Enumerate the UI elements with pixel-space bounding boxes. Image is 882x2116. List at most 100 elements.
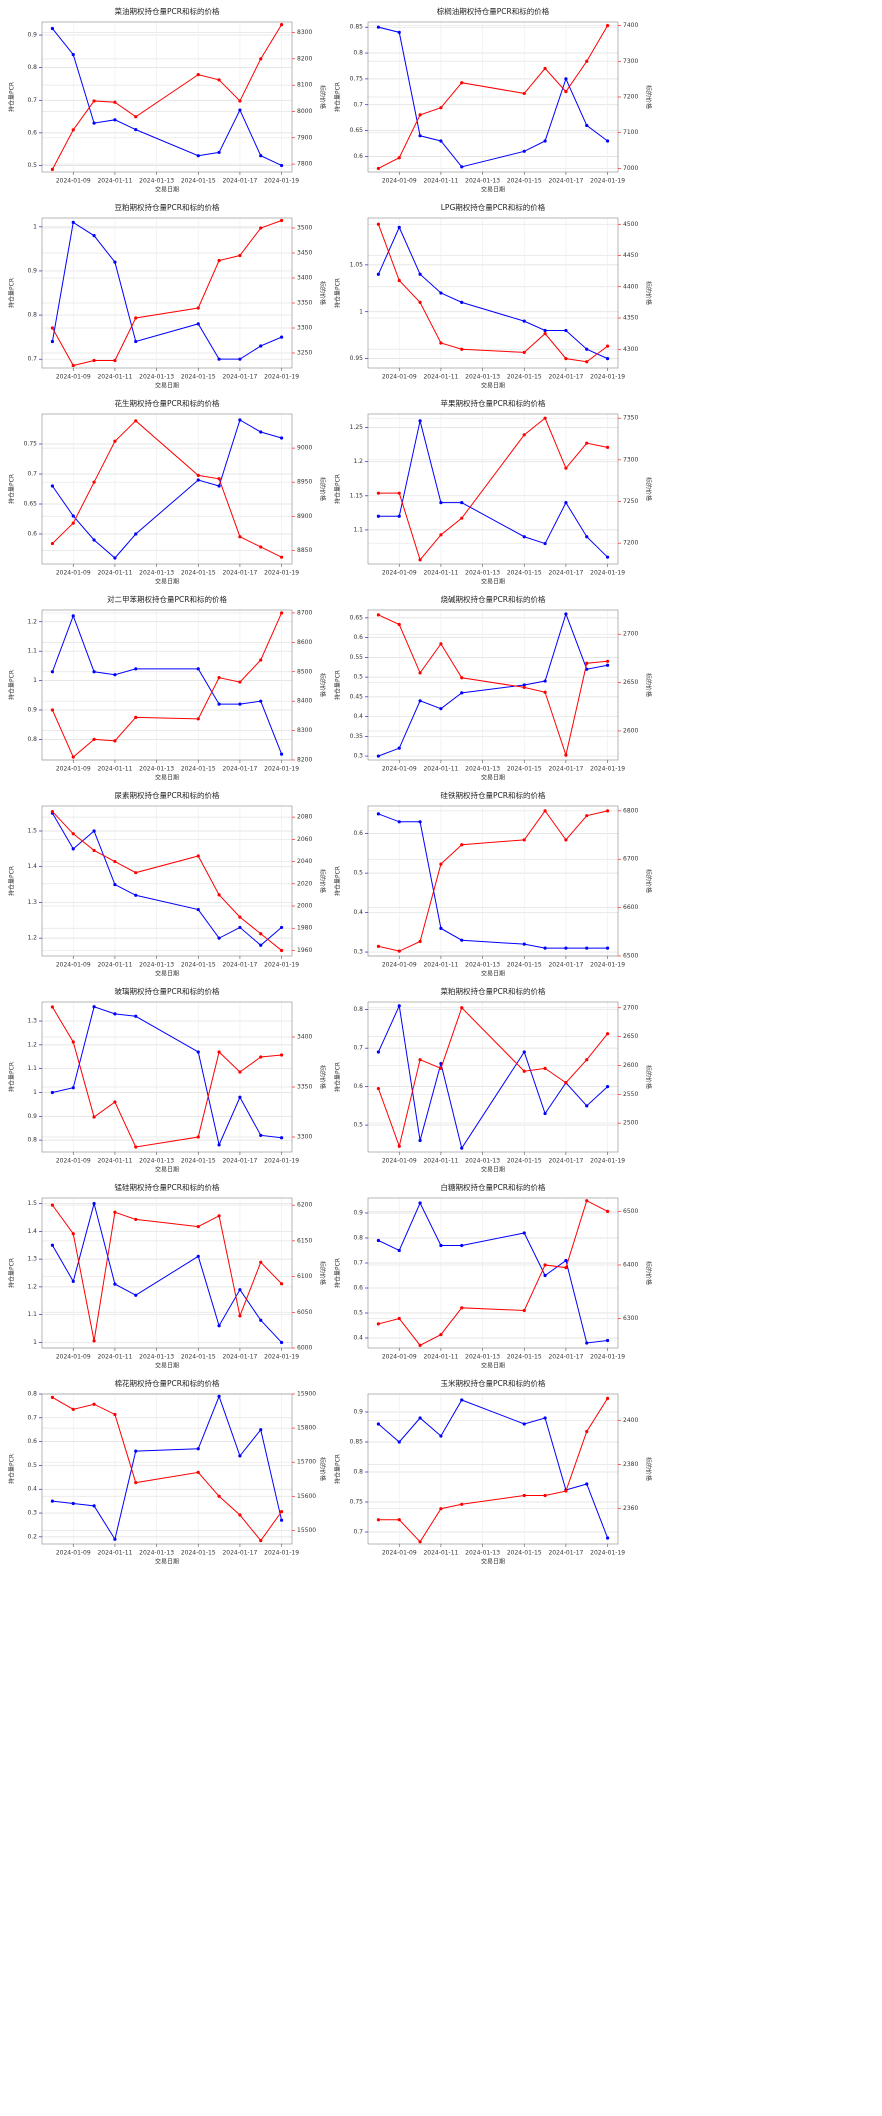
point <box>50 670 55 674</box>
x-tick-label: 2024-01-13 <box>139 374 174 381</box>
point <box>460 1006 464 1010</box>
plot-frame <box>41 805 293 957</box>
point <box>543 139 547 143</box>
point <box>71 363 75 368</box>
point <box>418 1201 422 1205</box>
y-tick-label: 0.95 <box>350 355 364 362</box>
point <box>134 1293 138 1297</box>
point <box>605 663 610 667</box>
x-tick-label: 2024-01-11 <box>423 766 458 773</box>
x-tick-label: 2024-01-11 <box>97 1158 132 1165</box>
y-tick-label: 1.2 <box>353 458 363 465</box>
series-line <box>52 28 282 166</box>
plot-frame <box>367 1001 619 1153</box>
point <box>238 99 242 103</box>
y2-tick-label: 1960 <box>297 947 312 954</box>
point <box>259 1538 263 1543</box>
chart-title: 烧碱期权持仓量PCR和标的价格 <box>441 594 546 604</box>
series-line <box>52 1006 282 1147</box>
point <box>92 1504 96 1508</box>
plot-frame <box>41 609 293 761</box>
point <box>376 222 381 226</box>
y2-tick-label: 7300 <box>623 58 638 65</box>
point <box>50 167 55 171</box>
point <box>279 163 284 168</box>
point <box>376 25 381 29</box>
point <box>71 1086 75 1090</box>
y2-tick-label: 8950 <box>297 479 312 486</box>
y-tick-label: 1.25 <box>350 424 364 431</box>
point <box>564 946 568 950</box>
point <box>238 915 242 919</box>
point <box>376 514 381 518</box>
point <box>605 1536 610 1540</box>
series-line <box>378 1399 609 1539</box>
y-tick-label: 0.9 <box>353 1210 363 1217</box>
point <box>605 555 610 559</box>
point <box>564 501 568 505</box>
point <box>543 1263 547 1267</box>
x-tick-label: 2024-01-11 <box>423 1354 458 1361</box>
point <box>543 1416 547 1420</box>
x-tick-label: 2024-01-13 <box>139 1158 174 1165</box>
x-tick-label: 2024-01-09 <box>382 570 417 577</box>
point <box>71 1040 75 1044</box>
point <box>92 480 96 484</box>
point <box>585 441 589 445</box>
x-tick-label: 2024-01-15 <box>181 962 216 969</box>
y-tick-label: 0.7 <box>353 101 363 108</box>
point <box>259 1318 263 1322</box>
point <box>217 1494 221 1498</box>
point <box>279 1518 284 1522</box>
point <box>522 1308 526 1313</box>
point <box>279 1282 284 1286</box>
point <box>71 128 75 132</box>
point <box>564 328 568 333</box>
x-tick-label: 2024-01-17 <box>548 766 583 773</box>
x-tick-label: 2024-01-13 <box>139 1550 174 1557</box>
y2-tick-label: 6300 <box>623 1315 638 1322</box>
point <box>134 115 138 119</box>
point <box>196 322 200 326</box>
plot-frame <box>367 805 619 957</box>
y2-tick-label: 2080 <box>297 814 312 821</box>
point <box>279 23 284 27</box>
y2-tick-label: 6400 <box>623 1261 638 1268</box>
point <box>397 1440 401 1444</box>
point <box>217 1394 221 1398</box>
x-tick-label: 2024-01-19 <box>264 374 299 381</box>
x-tick-label: 2024-01-17 <box>548 178 583 185</box>
y2-tick-label: 15500 <box>297 1527 316 1534</box>
point <box>585 1429 589 1434</box>
x-axis-label: 交易日期 <box>155 186 179 194</box>
y2-tick-label: 3450 <box>297 250 312 257</box>
y-tick-label: 0.7 <box>353 1260 363 1267</box>
y-tick-label: 0.5 <box>27 162 37 169</box>
y2-tick-label: 15900 <box>297 1391 316 1398</box>
plot-frame <box>41 217 293 369</box>
point <box>71 1279 75 1283</box>
point <box>460 843 464 847</box>
series-line <box>378 1398 609 1543</box>
y-axis-label: 持仓量PCR <box>334 1258 342 1288</box>
x-tick-label: 2024-01-17 <box>548 1158 583 1165</box>
point <box>279 555 284 559</box>
point <box>92 121 96 125</box>
point <box>134 1481 138 1485</box>
point <box>71 755 75 759</box>
point <box>134 871 138 875</box>
series-line <box>51 221 282 360</box>
series-line <box>51 614 283 755</box>
point <box>439 707 443 711</box>
x-tick-label: 2024-01-15 <box>507 1550 542 1557</box>
point <box>71 53 75 57</box>
point <box>564 612 568 616</box>
point <box>605 357 610 361</box>
series-line <box>377 226 608 360</box>
point <box>543 332 547 336</box>
y2-axis-label: 标的价格 <box>319 869 327 893</box>
y-tick-label: 1.1 <box>27 1065 37 1072</box>
point <box>196 854 200 858</box>
x-tick-label: 2024-01-11 <box>423 570 458 577</box>
series-line <box>378 26 608 168</box>
